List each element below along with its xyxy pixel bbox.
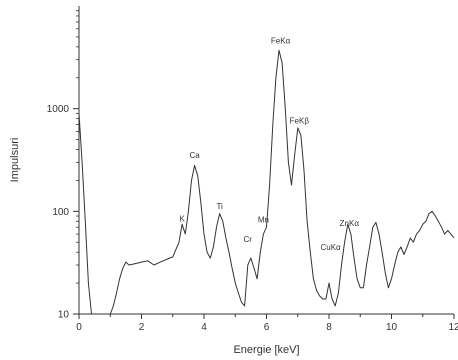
- x-tick-label: 8: [326, 322, 332, 333]
- x-tick-label: 6: [264, 322, 270, 333]
- x-tick-label: 0: [76, 322, 82, 333]
- x-tick-label: 4: [201, 322, 207, 333]
- peak-label: Mn: [258, 215, 269, 224]
- ticks: 0 2 4 6 8 10 12 10 100 1000: [47, 10, 458, 333]
- peak-label: Cr: [244, 235, 253, 244]
- peak-annotations: FeKα FeKβ Ca K Ti Cr Mn ZnKα CuKα: [179, 37, 359, 252]
- x-tick-label: 2: [139, 322, 145, 333]
- y-axis-title: Impulsuri: [9, 138, 21, 183]
- series-group: [78, 49, 455, 315]
- x-axis-title: Energie [keV]: [233, 344, 299, 356]
- y-tick-label: 1000: [47, 104, 70, 115]
- peak-label: K: [179, 214, 185, 223]
- peak-label: FeKα: [271, 37, 291, 46]
- x-tick-label: 10: [386, 322, 398, 333]
- y-tick-label: 10: [58, 310, 70, 321]
- y-tick-label: 100: [52, 207, 69, 218]
- peak-label: ZnKα: [340, 219, 360, 228]
- peak-label: FeKβ: [290, 116, 310, 125]
- peak-label: Ca: [190, 151, 201, 160]
- peak-label: CuKα: [320, 243, 341, 252]
- axes: [78, 6, 454, 315]
- spectrum-line: [78, 49, 455, 315]
- peak-label: Ti: [216, 202, 223, 211]
- x-tick-label: 12: [448, 322, 458, 333]
